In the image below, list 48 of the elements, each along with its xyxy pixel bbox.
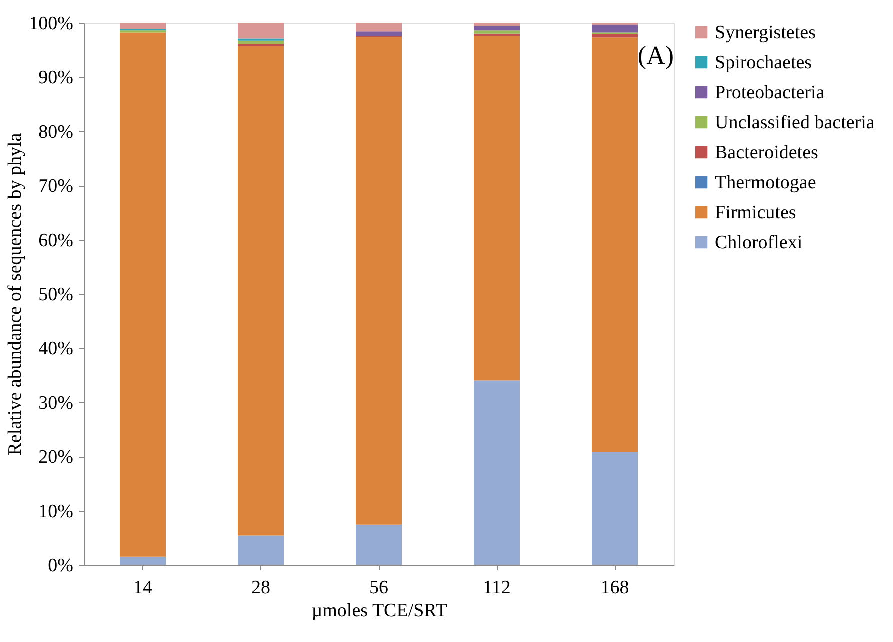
bar (238, 46, 284, 536)
bar (356, 37, 402, 525)
bar (120, 32, 166, 557)
bar (356, 524, 402, 565)
bar (474, 30, 520, 34)
x-tick-label: 28 (252, 578, 270, 598)
y-tick-label: 50% (38, 284, 74, 306)
bar (474, 380, 520, 565)
bar (592, 34, 638, 38)
x-tick-label: 56 (370, 578, 388, 598)
x-tick-label: 168 (600, 578, 630, 598)
bar (120, 23, 166, 30)
bar (592, 25, 638, 33)
bar (592, 38, 638, 452)
bar (474, 23, 520, 26)
legend-label: Spirochaetes (715, 52, 812, 74)
x-tick-label: 14 (134, 578, 153, 598)
y-axis-title: Relative abundance of sequences by phyla (5, 132, 26, 456)
legend-label: Synergistetes (715, 22, 816, 44)
y-tick-label: 20% (38, 447, 74, 468)
bar (356, 32, 402, 36)
bar (474, 34, 520, 36)
bar (356, 23, 402, 32)
y-tick-label: 40% (38, 338, 74, 360)
y-tick-label: 100% (29, 14, 74, 34)
y-tick-label: 0% (48, 556, 74, 576)
legend-label: Thermotogae (715, 172, 816, 194)
legend-label: Unclassified bacteria (715, 112, 876, 134)
annotation: (A) (638, 41, 674, 70)
bar (592, 452, 638, 565)
x-axis-title: µmoles TCE/SRT (312, 600, 448, 622)
bar (238, 536, 284, 565)
legend-label: Bacteroidetes (715, 142, 818, 164)
legend-label: Chloroflexi (715, 232, 803, 254)
legend-label: Proteobacteria (715, 82, 826, 104)
y-tick-label: 30% (38, 392, 74, 414)
bar (238, 23, 284, 39)
bar (238, 40, 284, 44)
bar (474, 26, 520, 31)
legend-label: Firmicutes (715, 202, 796, 224)
y-tick-label: 70% (38, 176, 74, 198)
y-tick-label: 80% (38, 122, 74, 143)
y-tick-label: 90% (38, 68, 74, 89)
y-tick-label: 10% (38, 501, 74, 522)
y-tick-label: 60% (38, 230, 74, 252)
bar (474, 36, 520, 381)
bar (120, 556, 166, 565)
x-tick-label: 112 (483, 578, 511, 598)
